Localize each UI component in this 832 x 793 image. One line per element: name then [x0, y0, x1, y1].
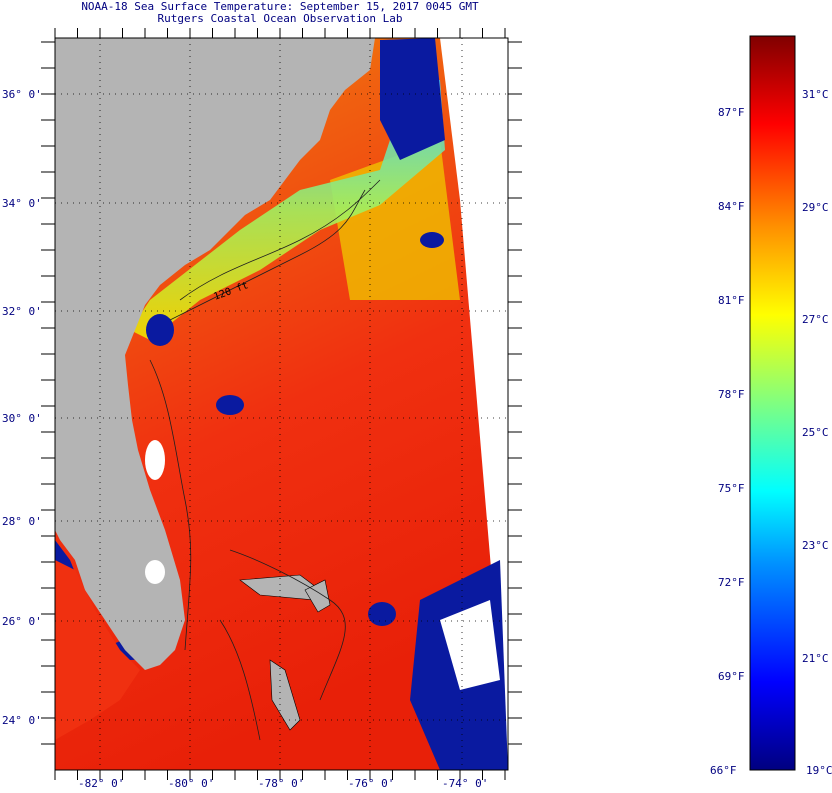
land-us-east-coast [55, 38, 375, 670]
cbar-f-78: 78°F [718, 388, 745, 401]
lat-label-26: 26° 0' [2, 615, 42, 628]
lat-label-24: 24° 0' [2, 714, 42, 727]
cbar-c-31: 31°C [802, 88, 829, 101]
lon-label-78: -78° 0' [258, 777, 305, 790]
cbar-c-23: 23°C [802, 539, 829, 552]
lon-label-76: -76° 0' [348, 777, 395, 790]
lat-label-32: 32° 0' [2, 305, 42, 318]
shelf-water [130, 80, 445, 340]
graticule [55, 38, 508, 770]
lat-label-28: 28° 0' [2, 515, 42, 528]
cbar-c-21: 21°C [802, 652, 829, 665]
map-frame [54, 37, 509, 771]
cbar-c-25: 25°C [802, 426, 829, 439]
map-title: NOAA-18 Sea Surface Temperature: Septemb… [81, 0, 479, 13]
cbar-f-75: 75°F [718, 482, 745, 495]
lat-label-30: 30° 0' [2, 412, 42, 425]
colorbar-gradient [749, 35, 796, 771]
lat-label-34: 34° 0' [2, 197, 42, 210]
sst-map: 120 ft [41, 28, 522, 780]
lon-label-80: -80° 0' [168, 777, 215, 790]
lon-label-74: -74° 0' [442, 777, 489, 790]
cbar-f-81: 81°F [718, 294, 745, 307]
cbar-c-27: 27°C [802, 313, 829, 326]
lake-okeechobee [145, 560, 165, 584]
map-subtitle: Rutgers Coastal Ocean Observation Lab [157, 12, 403, 25]
cbar-c-19: 19°C [806, 764, 832, 777]
bathymetry-contours [149, 179, 381, 741]
cbar-c-29: 29°C [802, 201, 829, 214]
lon-label-82: -82° 0' [78, 777, 125, 790]
axis-ticks [41, 28, 522, 780]
cbar-f-72: 72°F [718, 576, 745, 589]
gulf-water [55, 560, 140, 740]
cbar-f-69: 69°F [718, 670, 745, 683]
cbar-f-87: 87°F [718, 106, 745, 119]
cbar-f-66: 66°F [710, 764, 737, 777]
cloud-patches [145, 440, 500, 690]
lat-label-36: 36° 0' [2, 88, 42, 101]
colorbar [749, 35, 796, 771]
cbar-f-84: 84°F [718, 200, 745, 213]
